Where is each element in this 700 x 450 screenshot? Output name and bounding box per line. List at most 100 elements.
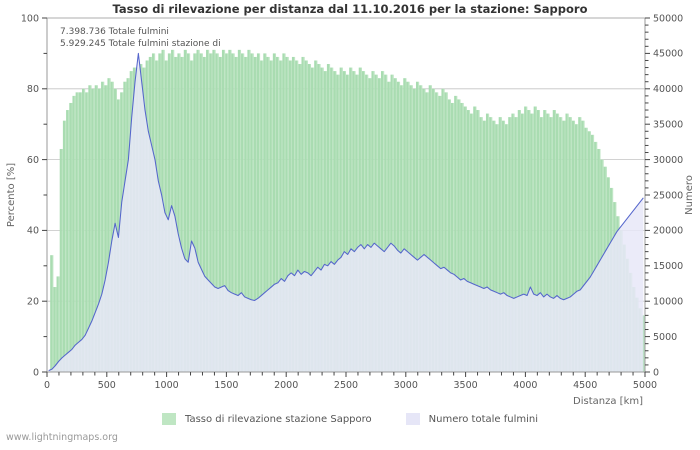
legend-swatch-detection-rate: [161, 413, 176, 425]
bar-detection-rate-gap: [325, 71, 327, 372]
bar-detection-rate-gap: [434, 88, 436, 373]
bar-detection-rate-gap: [106, 85, 108, 372]
bar-detection-rate-gap: [478, 110, 480, 372]
tick-label-bottom: 4500: [573, 380, 597, 391]
bar-detection-rate: [540, 117, 543, 373]
bar-detection-rate-gap: [205, 56, 207, 372]
bar-detection-rate: [546, 113, 549, 372]
bar-detection-rate: [326, 64, 330, 373]
bar-detection-rate: [72, 95, 75, 372]
bar-detection-rate-gap: [351, 67, 353, 372]
bar-detection-rate-gap: [567, 113, 569, 372]
bar-detection-rate-gap: [485, 120, 486, 372]
bar-detection-rate: [568, 117, 571, 373]
bar-detection-rate: [301, 56, 304, 372]
bar-detection-rate: [562, 120, 565, 372]
bar-detection-rate-gap: [373, 71, 375, 372]
bar-detection-rate-gap: [208, 49, 210, 373]
bar-detection-rate: [349, 67, 352, 372]
bar-detection-rate-gap: [329, 64, 331, 373]
tick-label-right: 20000: [653, 226, 683, 237]
bar-detection-rate: [91, 88, 94, 373]
tick-label-right: 30000: [653, 155, 683, 166]
bar-detection-rate: [78, 92, 82, 372]
bar-detection-rate: [253, 56, 256, 372]
bar-detection-rate: [69, 102, 72, 373]
bar-detection-rate: [75, 92, 78, 372]
bar-detection-rate: [597, 148, 600, 372]
bar-detection-rate-gap: [61, 148, 63, 372]
bar-detection-rate-gap: [255, 56, 257, 372]
bar-detection-rate-gap: [249, 49, 251, 373]
bar-detection-rate-gap: [112, 81, 114, 372]
tick-label-bottom: 1500: [214, 380, 238, 391]
bar-detection-rate-gap: [335, 71, 337, 372]
bar-detection-rate: [167, 53, 171, 373]
bar-detection-rate: [533, 106, 536, 372]
bar-detection-rate-gap: [370, 78, 372, 373]
bar-detection-rate: [97, 88, 101, 373]
tick-label-bottom: 2000: [274, 380, 298, 391]
bar-detection-rate: [450, 102, 454, 373]
chart-title: Tasso di rilevazione per distanza dal 11…: [112, 2, 588, 16]
bar-detection-rate: [505, 124, 508, 372]
bar-detection-rate-gap: [246, 56, 248, 372]
bar-detection-rate: [454, 95, 457, 372]
bar-detection-rate: [231, 53, 234, 373]
tick-label-left: 40: [27, 226, 39, 237]
tick-label-bottom: 4000: [513, 380, 537, 391]
bar-detection-rate: [311, 67, 314, 372]
bar-detection-rate-gap: [532, 113, 534, 372]
bar-detection-rate: [59, 148, 62, 372]
bar-detection-rate-gap: [446, 92, 448, 372]
bar-detection-rate-gap: [316, 60, 318, 372]
bar-detection-rate-gap: [287, 56, 289, 372]
tick-label-left: 60: [27, 155, 39, 166]
bar-detection-rate: [104, 85, 107, 372]
bar-detection-rate: [543, 110, 546, 372]
bar-detection-rate: [514, 117, 517, 373]
line-total-count: [48, 52, 644, 372]
bar-detection-rate: [269, 60, 272, 372]
axis-label-left: Percento [%]: [6, 163, 17, 227]
bar-detection-rate-gap: [284, 53, 286, 373]
bar-detection-rate: [282, 53, 285, 373]
tick-label-bottom: 1000: [155, 380, 179, 391]
bar-detection-rate-gap: [421, 85, 423, 372]
bar-detection-rate-gap: [513, 113, 515, 372]
bar-detection-rate-gap: [252, 53, 254, 373]
bar-detection-rate-gap: [58, 276, 60, 372]
bar-detection-rate: [428, 85, 431, 372]
bar-detection-rate-gap: [450, 99, 451, 373]
bar-detection-rate-gap: [224, 49, 226, 373]
annotation-station-lightning: 5.929.245 Totale fulmini stazione di: [60, 39, 221, 49]
bar-detection-rate: [552, 110, 555, 372]
bar-detection-rate: [457, 99, 460, 373]
bar-detection-rate-gap: [564, 120, 566, 372]
bar-detection-rate-gap: [383, 71, 385, 372]
bar-detection-rate: [196, 49, 199, 373]
chart-legend: Tasso di rilevazione stazione Sapporo Nu…: [0, 408, 700, 430]
bar-detection-rate-gap: [494, 120, 496, 372]
bar-detection-rate-gap: [577, 124, 579, 372]
bar-detection-rate-gap: [500, 117, 502, 373]
series-detection-rate: [50, 49, 645, 373]
bar-detection-rate: [463, 106, 466, 372]
bar-detection-rate: [575, 124, 578, 372]
bar-detection-rate-gap: [214, 49, 216, 373]
bar-detection-rate-gap: [510, 117, 512, 373]
bar-detection-rate: [495, 124, 498, 372]
bar-detection-rate-gap: [497, 124, 499, 372]
bar-detection-rate: [244, 56, 247, 372]
bar-detection-rate: [209, 53, 212, 373]
bar-detection-rate: [435, 92, 438, 372]
bar-detection-rate: [107, 78, 110, 373]
bar-detection-rate-gap: [408, 81, 410, 372]
bar-detection-rate: [320, 67, 323, 372]
bar-detection-rate: [234, 56, 237, 372]
bar-detection-rate-gap: [593, 134, 595, 372]
bar-detection-rate: [88, 85, 91, 372]
bar-detection-rate-gap: [189, 53, 191, 373]
bar-detection-rate: [212, 49, 215, 373]
bar-detection-rate-gap: [198, 49, 200, 373]
